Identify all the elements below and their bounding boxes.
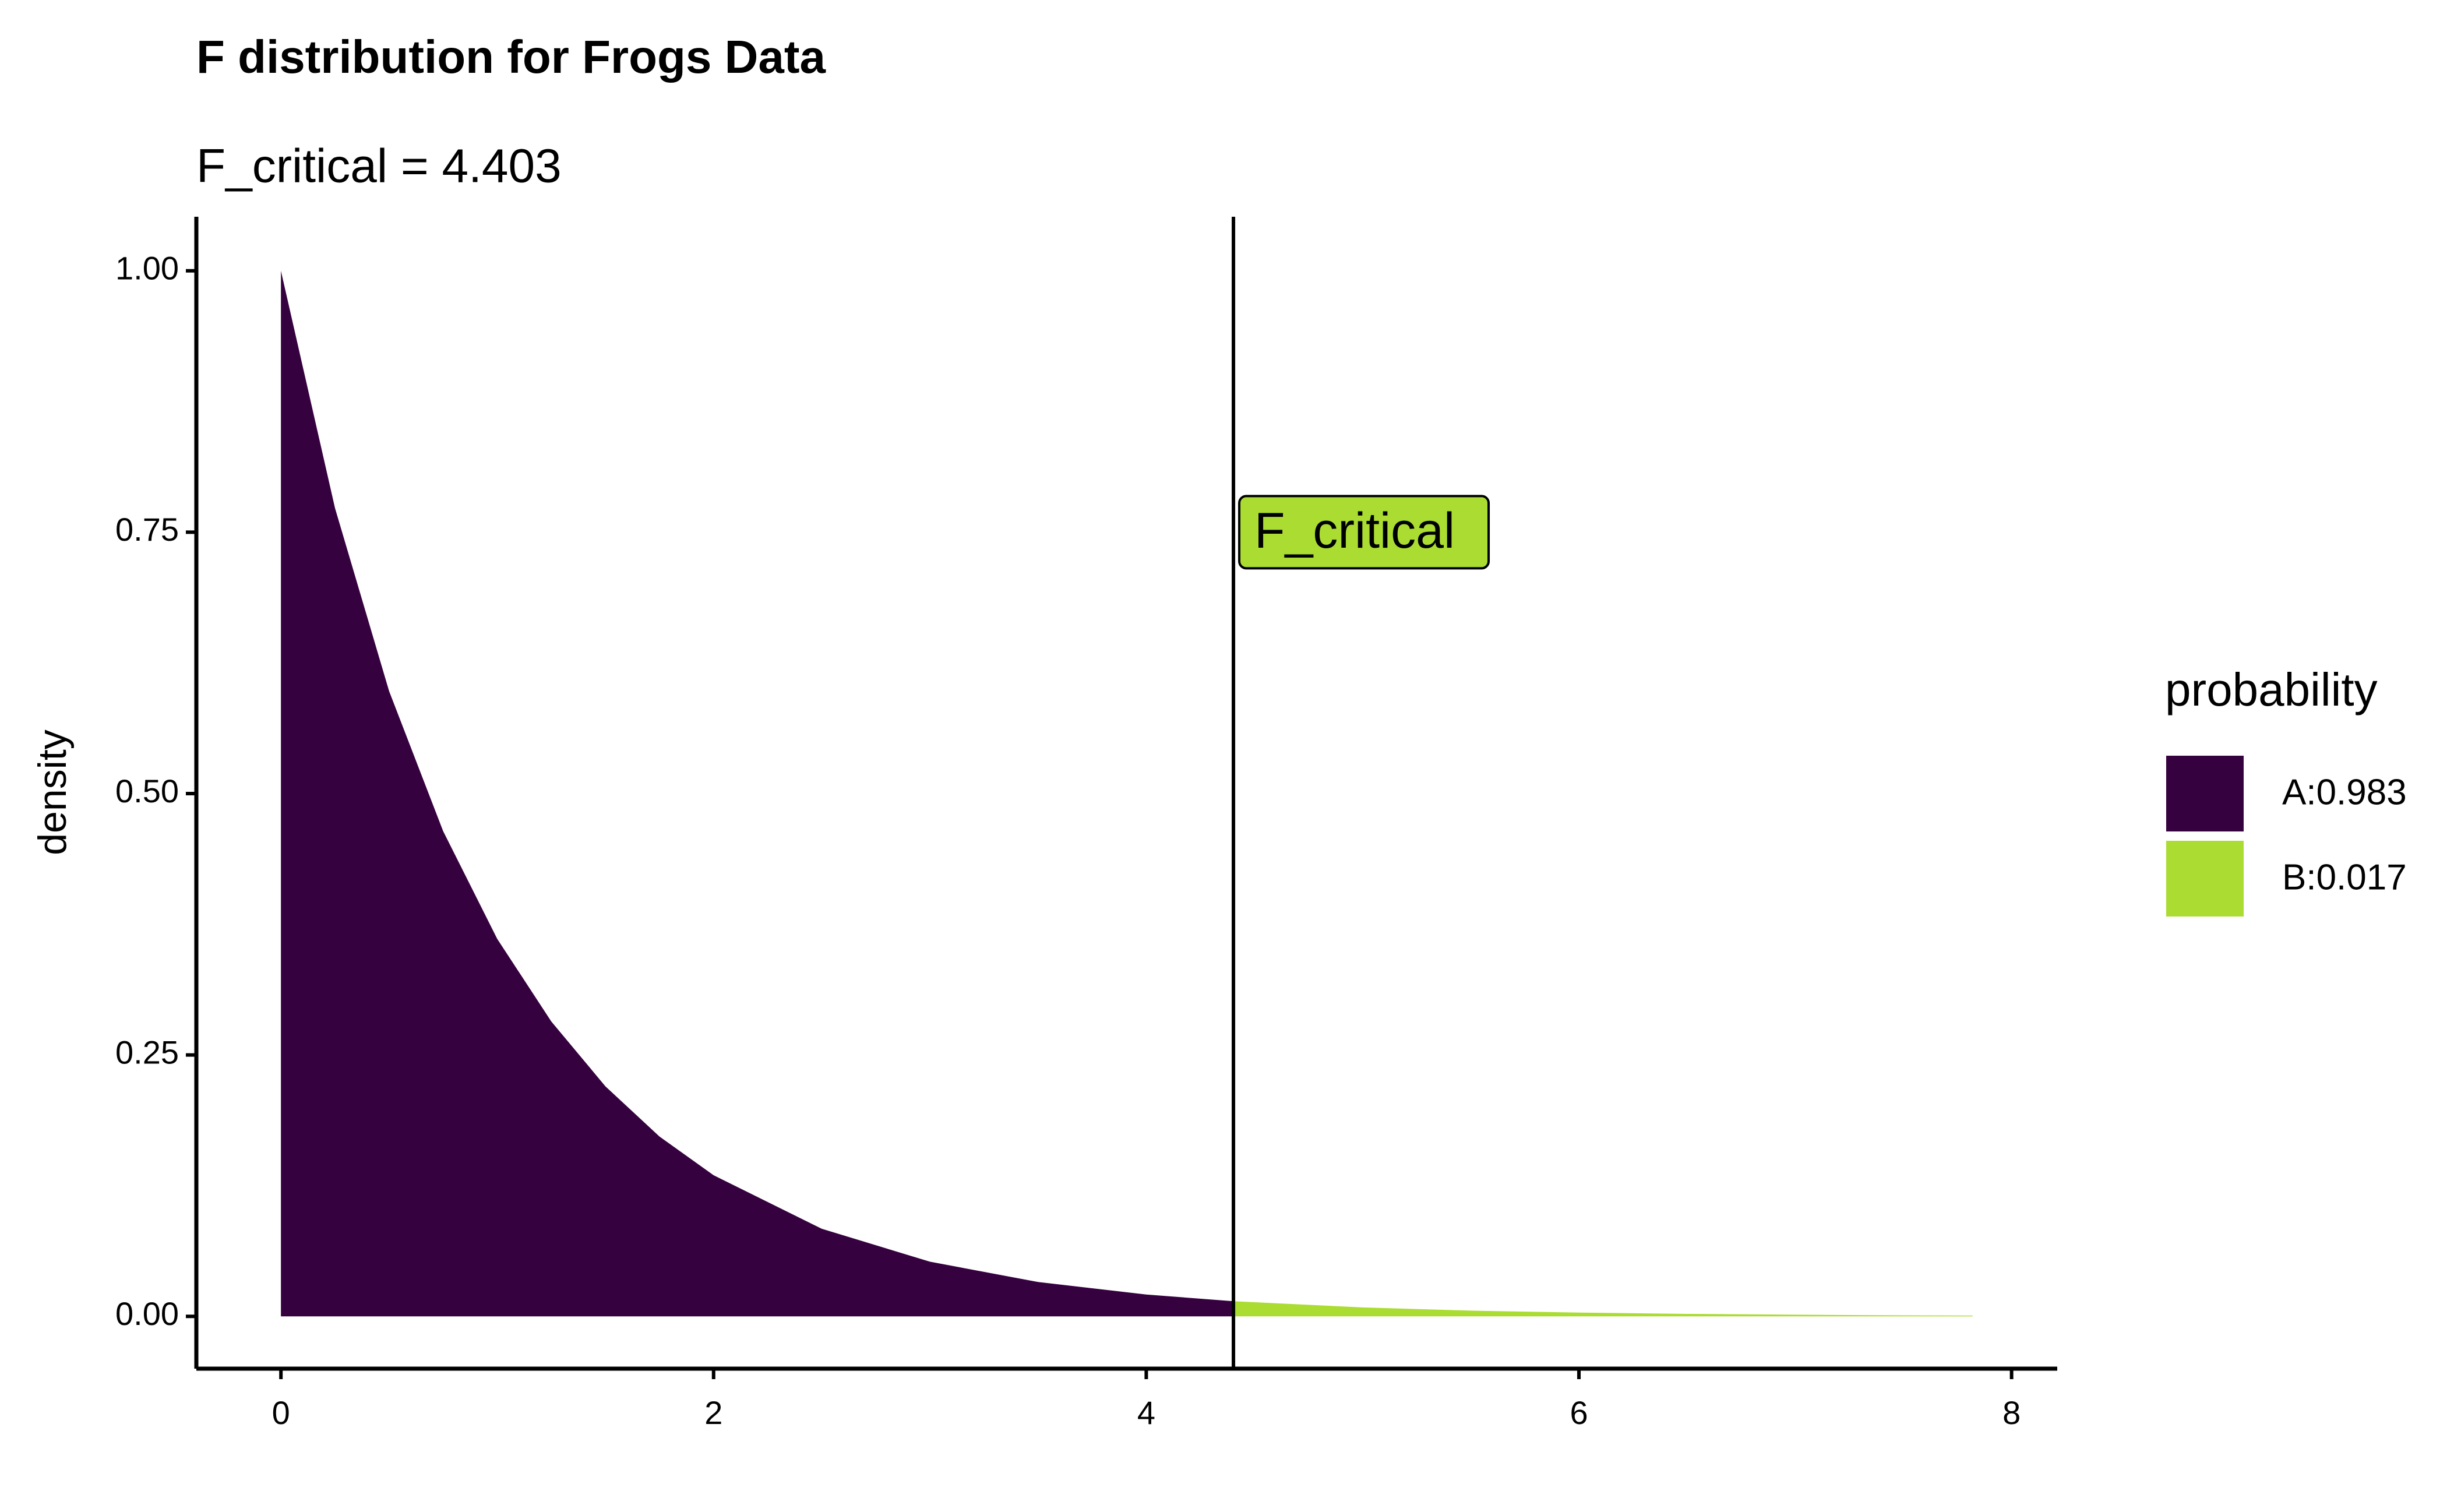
x-tick-label: 4: [1137, 1394, 1155, 1431]
x-tick-label: 0: [272, 1394, 290, 1431]
critical-label-box: [1238, 495, 1490, 570]
critical-label: F_critical: [1254, 503, 1455, 559]
y-tick-label: 1.00: [115, 250, 179, 287]
x-tick-label: 6: [1570, 1394, 1588, 1431]
x-tick-label: 8: [2002, 1394, 2021, 1431]
chart-title: F distribution for Frogs Data: [196, 31, 826, 83]
legend-label: B:0.017: [2282, 857, 2407, 897]
y-tick-label: 0.00: [115, 1295, 179, 1332]
chart-subtitle: F_critical = 4.403: [196, 140, 562, 193]
y-tick-label: 0.75: [115, 511, 179, 548]
legend-key: [2166, 841, 2244, 917]
area: [281, 270, 1234, 1317]
legend-title: probability: [2165, 664, 2378, 716]
area: [1233, 1301, 1973, 1317]
y-tick-label: 0.25: [115, 1034, 179, 1070]
legend-label: A:0.983: [2282, 772, 2407, 812]
y-axis-label: density: [30, 729, 75, 855]
y-tick-label: 0.50: [115, 773, 179, 809]
legend-key: [2166, 756, 2244, 831]
x-tick-label: 2: [704, 1394, 722, 1431]
